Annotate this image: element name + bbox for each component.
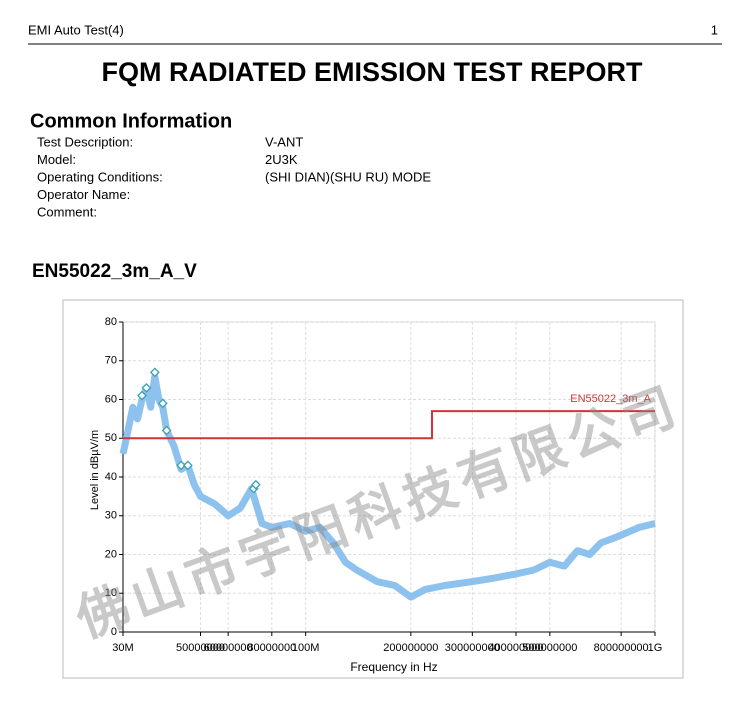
page-number: 1 [711,22,718,37]
x-tick-label: 30M [112,642,133,654]
peak-marker [176,460,187,471]
peak-marker [149,367,160,378]
y-tick-label: 20 [105,548,117,560]
x-tick-label: 80000000 [247,642,296,654]
x-tick-label: 500000000 [522,642,577,654]
peak-marker [157,398,168,409]
x-tick-label: 400000000 [488,642,543,654]
section-heading: Common Information [30,110,232,132]
field-label: Comment: [37,204,97,219]
field-label: Model: [37,152,76,167]
y-tick-label: 60 [105,393,117,405]
peak-marker [137,390,147,401]
peak-marker [250,479,261,490]
x-tick-label: 1G [648,642,663,654]
peak-marker [141,382,152,393]
report-title: FQM RADIATED EMISSION TEST REPORT [101,57,643,87]
y-tick-label: 50 [105,432,117,444]
y-tick-label: 80 [105,316,117,328]
field-value: V-ANT [265,134,303,149]
field-label: Test Description: [37,134,133,149]
y-tick-label: 10 [105,587,117,599]
field-label: Operating Conditions: [37,169,163,184]
limit-line [123,410,655,440]
y-tick-label: 0 [111,626,117,638]
x-tick-label: 60000000 [204,642,253,654]
x-axis-label: Frequency in Hz [350,660,437,674]
measurement-trace [119,372,656,601]
chart-title: EN55022_3m_A_V [32,261,197,282]
field-value: 2U3K [265,152,298,167]
y-tick-label: 40 [105,471,117,483]
x-tick-label: 300000000 [445,642,500,654]
peak-marker [161,425,172,436]
y-tick-label: 70 [105,355,117,367]
field-value: (SHI DIAN)(SHU RU) MODE [265,169,431,184]
x-tick-label: 800000000 [594,642,649,654]
x-tick-label: 100M [292,642,320,654]
field-label: Operator Name: [37,187,130,202]
limit-label: EN55022_3m_A [570,393,651,405]
peak-marker [182,460,193,471]
x-tick-label: 200000000 [383,642,438,654]
y-axis-label: Level in dBµV/m [89,430,101,510]
y-tick-label: 30 [105,510,117,522]
x-tick-label: 50000000 [176,642,225,654]
header-title: EMI Auto Test(4) [28,22,124,37]
